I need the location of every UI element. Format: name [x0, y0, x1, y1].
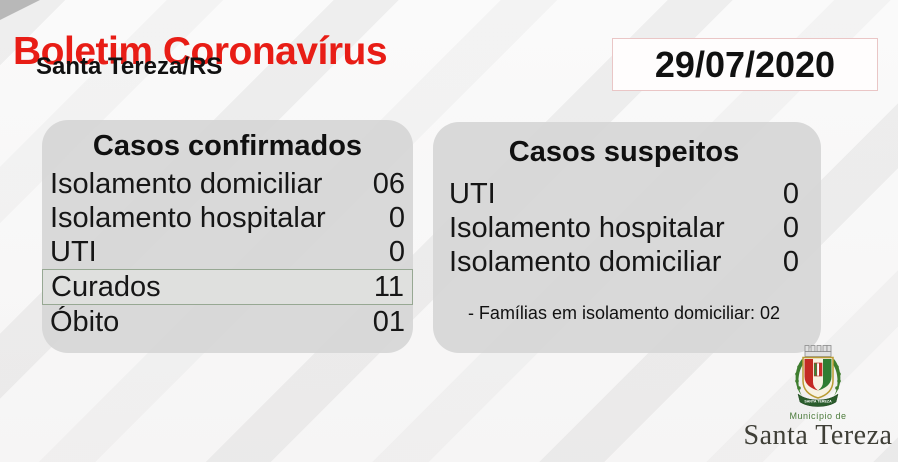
date-box: 29/07/2020 [612, 38, 878, 91]
stat-value: 0 [388, 202, 405, 234]
stat-row-isolamento-hospitalar: Isolamento hospitalar 0 [449, 211, 799, 245]
municipality-logo: SANTA TEREZA Município de Santa Tereza [741, 343, 895, 450]
stat-label: Isolamento hospitalar [50, 202, 326, 234]
confirmed-panel-title: Casos confirmados [92, 130, 363, 162]
suspected-panel-title: Casos suspeitos [508, 136, 740, 168]
stat-label: Óbito [50, 306, 120, 338]
page-title: Boletim Coronavírus [13, 30, 388, 74]
stat-row-isolamento-hospitalar: Isolamento hospitalar 0 [50, 201, 405, 235]
stat-row-isolamento-domiciliar: Isolamento domiciliar 0 [449, 245, 799, 279]
stat-label: UTI [449, 178, 496, 210]
stat-row-curados-highlighted: Curados 11 [42, 269, 413, 305]
crest-banner-text: SANTA TEREZA [804, 400, 832, 404]
page-subtitle: Santa Tereza/RS [36, 53, 223, 80]
municipality-name: Santa Tereza [743, 420, 893, 451]
families-isolation-note: - Famílias em isolamento domiciliar: 02 [467, 303, 781, 323]
stat-value: 06 [372, 168, 405, 200]
stat-value: 0 [388, 236, 405, 268]
confirmed-cases-panel: Casos confirmados Isolamento domiciliar … [42, 120, 413, 353]
stat-label: Isolamento domiciliar [50, 168, 323, 200]
stat-label: Curados [51, 271, 161, 303]
municipal-crest-icon: SANTA TEREZA [795, 345, 841, 407]
stat-value: 0 [782, 246, 799, 278]
stat-value: 01 [372, 306, 405, 338]
stat-row-obito: Óbito 01 [50, 305, 405, 339]
suspected-cases-panel: Casos suspeitos UTI 0 Isolamento hospita… [433, 122, 821, 353]
municipality-prefix: Município de [789, 411, 847, 421]
stat-label: Isolamento hospitalar [449, 212, 725, 244]
stat-value: 11 [373, 271, 404, 303]
stat-value: 0 [782, 212, 799, 244]
stat-row-isolamento-domiciliar: Isolamento domiciliar 06 [50, 167, 405, 201]
stat-label: UTI [50, 236, 97, 268]
date-value: 29/07/2020 [654, 43, 836, 85]
stat-row-uti: UTI 0 [50, 235, 405, 269]
stat-label: Isolamento domiciliar [449, 246, 722, 278]
stat-row-uti: UTI 0 [449, 177, 799, 211]
stat-value: 0 [782, 178, 799, 210]
background-corner-accent [0, 0, 40, 20]
